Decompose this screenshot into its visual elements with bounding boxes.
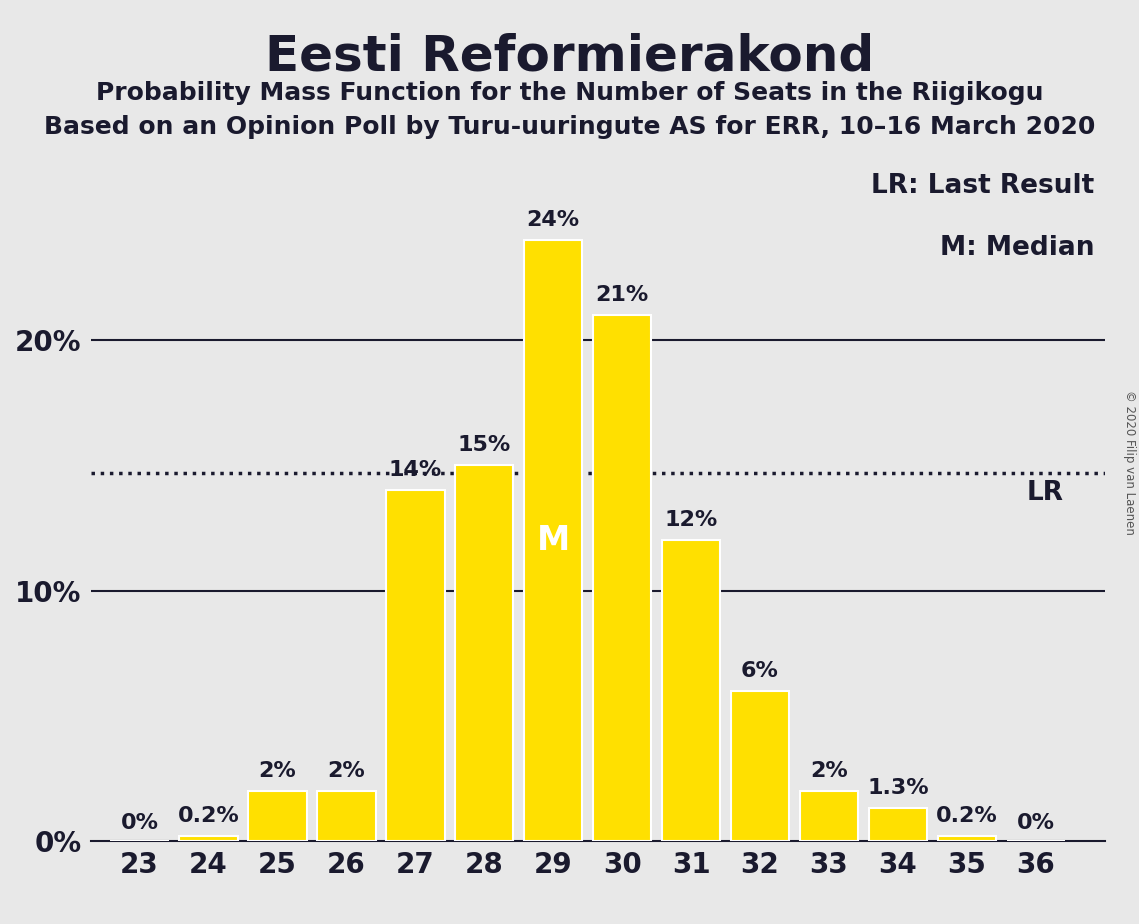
Text: M: M bbox=[536, 524, 570, 557]
Bar bbox=[317, 791, 376, 841]
Bar bbox=[454, 466, 514, 841]
Text: 6%: 6% bbox=[741, 661, 779, 681]
Text: © 2020 Filip van Laenen: © 2020 Filip van Laenen bbox=[1123, 390, 1137, 534]
Bar bbox=[179, 836, 238, 841]
Text: 14%: 14% bbox=[388, 460, 442, 480]
Bar bbox=[592, 315, 652, 841]
Text: LR: Last Result: LR: Last Result bbox=[871, 173, 1095, 199]
Text: 0%: 0% bbox=[121, 813, 158, 833]
Text: 0.2%: 0.2% bbox=[178, 806, 239, 826]
Text: 24%: 24% bbox=[526, 210, 580, 230]
Text: 12%: 12% bbox=[664, 510, 718, 530]
Text: 21%: 21% bbox=[596, 286, 649, 305]
Text: 0.2%: 0.2% bbox=[936, 806, 998, 826]
Bar bbox=[869, 808, 927, 841]
Text: 2%: 2% bbox=[259, 760, 296, 781]
Text: 2%: 2% bbox=[810, 760, 847, 781]
Text: 2%: 2% bbox=[327, 760, 366, 781]
Text: Based on an Opinion Poll by Turu-uuringute AS for ERR, 10–16 March 2020: Based on an Opinion Poll by Turu-uuringu… bbox=[43, 115, 1096, 139]
Text: Eesti Reformierakond: Eesti Reformierakond bbox=[265, 32, 874, 80]
Text: M: Median: M: Median bbox=[940, 235, 1095, 261]
Bar bbox=[248, 791, 306, 841]
Bar bbox=[937, 836, 997, 841]
Bar bbox=[800, 791, 859, 841]
Text: Probability Mass Function for the Number of Seats in the Riigikogu: Probability Mass Function for the Number… bbox=[96, 81, 1043, 105]
Text: 1.3%: 1.3% bbox=[867, 778, 928, 798]
Text: 15%: 15% bbox=[458, 435, 510, 456]
Bar bbox=[386, 491, 444, 841]
Bar bbox=[524, 240, 582, 841]
Text: 0%: 0% bbox=[1017, 813, 1055, 833]
Bar bbox=[731, 690, 789, 841]
Text: LR: LR bbox=[1026, 480, 1064, 506]
Bar bbox=[662, 541, 720, 841]
